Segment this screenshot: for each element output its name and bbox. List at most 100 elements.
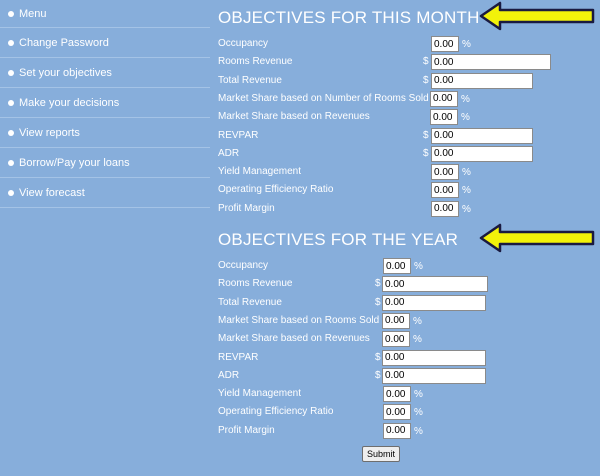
objective-label: ADR	[218, 147, 240, 159]
objective-label: Total Revenue	[218, 74, 282, 86]
bullet-icon	[8, 159, 14, 166]
objective-row: Occupancy%	[218, 258, 598, 276]
bullet-icon	[8, 69, 14, 76]
sidebar-item-label: Make your decisions	[19, 96, 120, 109]
left-arrow-icon	[479, 223, 595, 253]
objective-label: REVPAR	[218, 129, 259, 141]
objective-label: Yield Management	[218, 388, 302, 400]
objective-input[interactable]	[382, 276, 488, 293]
dollar-sign: $	[375, 369, 381, 381]
percent-sign: %	[414, 389, 423, 401]
objective-input[interactable]	[383, 258, 411, 274]
dollar-sign: $	[423, 56, 429, 68]
objective-input[interactable]	[431, 200, 459, 217]
objective-input[interactable]	[382, 349, 486, 366]
objective-row: Occupancy%	[218, 36, 598, 54]
sidebar-item-label: Change Password	[19, 36, 109, 49]
objective-row: ADR $	[218, 367, 598, 386]
objective-label: Operating Efficiency Ratio	[218, 184, 334, 196]
objective-input[interactable]	[431, 164, 459, 181]
percent-sign: %	[414, 407, 423, 419]
objective-row: Market Share based on Revenues%	[218, 331, 598, 349]
objective-input[interactable]	[431, 127, 533, 144]
objective-input[interactable]	[430, 90, 458, 107]
objective-label: Market Share based on Revenues	[218, 333, 370, 345]
sidebar-item-view-forecast[interactable]: View forecast	[0, 178, 210, 208]
objective-label: Occupancy	[218, 260, 269, 271]
sidebar-item-label: Set your objectives	[19, 66, 112, 79]
objective-input[interactable]	[382, 331, 410, 348]
percent-sign: %	[462, 203, 471, 215]
objective-label: REVPAR	[218, 351, 259, 363]
objective-row: REVPAR $	[218, 349, 598, 368]
objective-label: Profit Margin	[218, 202, 275, 214]
percent-sign: %	[462, 39, 471, 50]
percent-sign: %	[461, 112, 470, 124]
objective-input[interactable]	[383, 422, 411, 439]
sidebar-item-borrow-pay-loans[interactable]: Borrow/Pay your loans	[0, 148, 210, 178]
sidebar-menu: Menu Change Password Set your objectives…	[0, 0, 210, 208]
objective-label: Total Revenue	[218, 296, 282, 308]
bullet-icon	[8, 10, 14, 17]
objective-label: ADR	[218, 369, 240, 381]
objective-row: Operating Efficiency Ratio%	[218, 182, 598, 200]
objective-row: Rooms Revenue $	[218, 54, 598, 72]
objective-label: Operating Efficiency Ratio	[218, 406, 334, 418]
dollar-sign: $	[375, 296, 381, 308]
objective-input[interactable]	[383, 386, 411, 403]
dollar-sign: $	[423, 74, 429, 86]
objective-input[interactable]	[383, 404, 411, 421]
objective-row: REVPAR $	[218, 127, 598, 146]
percent-sign: %	[461, 93, 470, 105]
objective-row: ADR $	[218, 145, 598, 164]
objective-label: Profit Margin	[218, 424, 275, 436]
objective-input[interactable]	[382, 367, 486, 384]
objective-input[interactable]	[430, 109, 458, 126]
objective-row: Profit Margin%	[218, 422, 598, 441]
objective-input[interactable]	[382, 312, 410, 329]
objective-input[interactable]	[382, 294, 486, 311]
objective-input[interactable]	[431, 54, 551, 71]
bullet-icon	[8, 129, 14, 136]
objective-row: Market Share based on Number of Rooms So…	[218, 90, 598, 109]
sidebar-item-label: Borrow/Pay your loans	[19, 156, 130, 169]
year-objectives-title: OBJECTIVES FOR THE YEAR	[218, 230, 459, 249]
objective-label: Rooms Revenue	[218, 56, 293, 68]
sidebar-item-set-objectives[interactable]: Set your objectives	[0, 58, 210, 88]
percent-sign: %	[413, 334, 422, 346]
dollar-sign: $	[423, 147, 429, 159]
bullet-icon	[8, 99, 14, 106]
objective-row: Profit Margin%	[218, 200, 598, 219]
sidebar-item-label: View forecast	[19, 186, 85, 199]
left-arrow-icon	[479, 1, 595, 31]
submit-button[interactable]: Submit	[362, 446, 400, 462]
percent-sign: %	[413, 315, 422, 327]
objective-row: Rooms Revenue $	[218, 276, 598, 294]
percent-sign: %	[462, 185, 471, 197]
dollar-sign: $	[375, 351, 381, 363]
objective-label: Market Share based on Revenues	[218, 111, 370, 123]
objective-label: Yield Management	[218, 166, 302, 178]
objective-label: Rooms Revenue	[218, 278, 293, 290]
bullet-icon	[8, 39, 14, 46]
objective-input[interactable]	[431, 36, 459, 52]
objective-label: Market Share based on Rooms Sold	[218, 314, 380, 326]
sidebar-item-change-password[interactable]: Change Password	[0, 28, 210, 58]
objective-label: Occupancy	[218, 38, 269, 49]
sidebar-item-view-reports[interactable]: View reports	[0, 118, 210, 148]
objective-row: Yield Management%	[218, 386, 598, 404]
sidebar-item-menu[interactable]: Menu	[0, 0, 210, 28]
dollar-sign: $	[423, 129, 429, 141]
sidebar-item-label: View reports	[19, 126, 80, 139]
objective-row: Total Revenue $	[218, 72, 598, 91]
percent-sign: %	[414, 261, 423, 272]
objective-row: Market Share based on Revenues%	[218, 109, 598, 127]
percent-sign: %	[414, 425, 423, 437]
objective-input[interactable]	[431, 145, 533, 162]
objective-row: Total Revenue $	[218, 294, 598, 313]
sidebar-item-make-decisions[interactable]: Make your decisions	[0, 88, 210, 118]
objective-row: Market Share based on Rooms Sold%	[218, 312, 598, 331]
objective-input[interactable]	[431, 182, 459, 199]
objective-row: Operating Efficiency Ratio%	[218, 404, 598, 422]
objective-input[interactable]	[431, 72, 533, 89]
